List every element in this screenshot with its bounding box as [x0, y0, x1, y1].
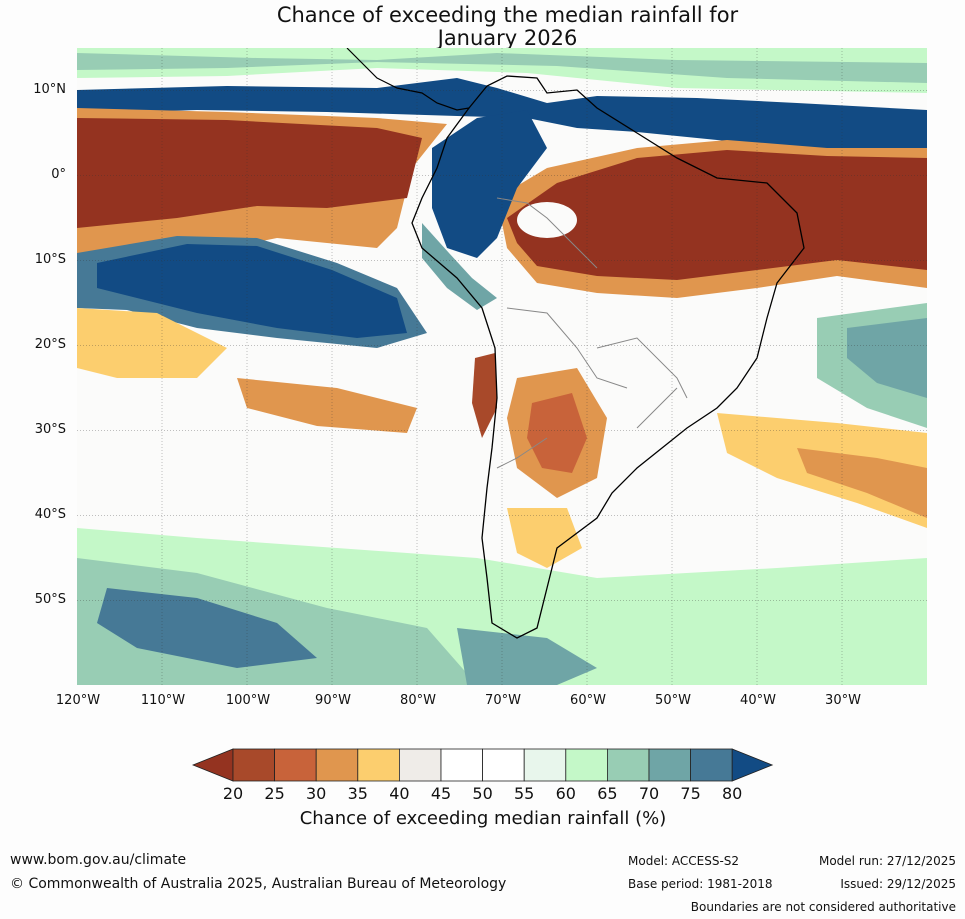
andes-wet-tongue: [432, 110, 547, 258]
map-svg: [77, 48, 927, 685]
lon-label-60w: 60°W: [570, 693, 606, 708]
lon-label-30w: 30°W: [825, 693, 861, 708]
lon-label-100w: 100°W: [225, 693, 271, 708]
colorbar-cell: [398, 748, 442, 782]
colorbar-tick-60: 60: [555, 784, 576, 803]
colorbar-over-arrow: [731, 748, 774, 782]
south-pacific-dry-strip: [237, 378, 417, 433]
country-borders: [496, 197, 688, 469]
colorbar-tick-80: 80: [722, 784, 743, 803]
base-period-text: Base period: 1981-2018: [628, 877, 773, 891]
south-atlantic-wet-core: [847, 318, 927, 398]
website-link[interactable]: www.bom.gov.au/climate: [10, 852, 187, 868]
lat-label-10s: 10°S: [34, 252, 66, 267]
colorbar-cell: [315, 748, 359, 782]
se-pacific-wet-core: [97, 244, 407, 338]
south-pacific-dry-patch: [77, 308, 227, 378]
colorbar-cell: [565, 748, 608, 782]
issued-text: Issued: 29/12/2025: [840, 877, 956, 891]
colorbar-tick-70: 70: [638, 784, 660, 803]
lon-label-80w: 80°W: [400, 693, 436, 708]
colorbar-tick-30: 30: [306, 784, 327, 803]
colorbar-tick-40: 40: [389, 784, 410, 803]
lon-label-120w: 120°W: [55, 693, 101, 708]
graticule: [77, 48, 927, 685]
title-line-1: Chance of exceeding the median rainfall …: [276, 3, 739, 27]
colorbar: [192, 748, 774, 782]
southern-blue-patch: [97, 588, 317, 668]
lon-label-50w: 50°W: [655, 693, 691, 708]
chile-dry-strip: [472, 353, 497, 438]
lat-label-20s: 20°S: [34, 337, 66, 352]
amazon-neutral-pocket: [517, 202, 577, 238]
title-line-2: January 2026: [437, 26, 578, 50]
central-america-coastline: [346, 48, 470, 111]
south-atlantic-dry-core: [797, 448, 927, 518]
pacific-dry-core: [77, 118, 422, 228]
colorbar-tick-50: 50: [472, 784, 493, 803]
colorbar-tick-25: 25: [264, 784, 285, 803]
colorbar-tick-20: 20: [222, 784, 244, 803]
colorbar-cell: [648, 748, 691, 782]
model-text: Model: ACCESS-S2: [628, 854, 740, 868]
amazon-dry-core: [507, 150, 927, 280]
disclaimer-text: Boundaries are not considered authoritat…: [690, 900, 956, 914]
lat-label-0: 0°: [51, 167, 66, 182]
colorbar-under-arrow: [192, 748, 234, 782]
lat-label-50s: 50°S: [34, 592, 66, 607]
colorbar-tick-35: 35: [347, 784, 368, 803]
copyright-text: © Commonwealth of Australia 2025, Austra…: [10, 876, 507, 892]
colorbar-cell: [232, 748, 275, 782]
colorbar-cell: [482, 748, 525, 782]
colorbar-tick-65: 65: [597, 784, 618, 803]
colorbar-cell: [440, 748, 483, 782]
colorbar-cell: [274, 748, 317, 782]
lon-label-110w: 110°W: [140, 693, 186, 708]
colorbar-cell: [523, 748, 567, 782]
andes-wet-fringe: [422, 223, 497, 310]
colorbar-cell: [357, 748, 400, 782]
colorbar-label: Chance of exceeding median rainfall (%): [299, 808, 667, 829]
drake-passage-patch: [457, 628, 597, 685]
lon-label-70w: 70°W: [485, 693, 521, 708]
patagonia-dry-patch: [507, 508, 582, 568]
colorbar-tick-55: 55: [514, 784, 535, 803]
colorbar-cell: [690, 748, 733, 782]
colorbar-cell: [606, 748, 650, 782]
lon-label-90w: 90°W: [315, 693, 351, 708]
colorbar-tick-45: 45: [430, 784, 452, 803]
colorbar-tick-75: 75: [680, 784, 701, 803]
lon-label-40w: 40°W: [740, 693, 776, 708]
south-america-coastline: [411, 75, 805, 639]
north-teal-zone: [77, 53, 927, 83]
map-title: Chance of exceeding the median rainfall …: [0, 4, 965, 50]
argentina-dry-core: [527, 393, 587, 473]
model-run-text: Model run: 27/12/2025: [818, 854, 956, 868]
lat-label-40s: 40°S: [34, 507, 66, 522]
lat-label-30s: 30°S: [34, 422, 66, 437]
rainfall-map: [77, 48, 927, 685]
lat-label-10n: 10°N: [33, 82, 66, 97]
